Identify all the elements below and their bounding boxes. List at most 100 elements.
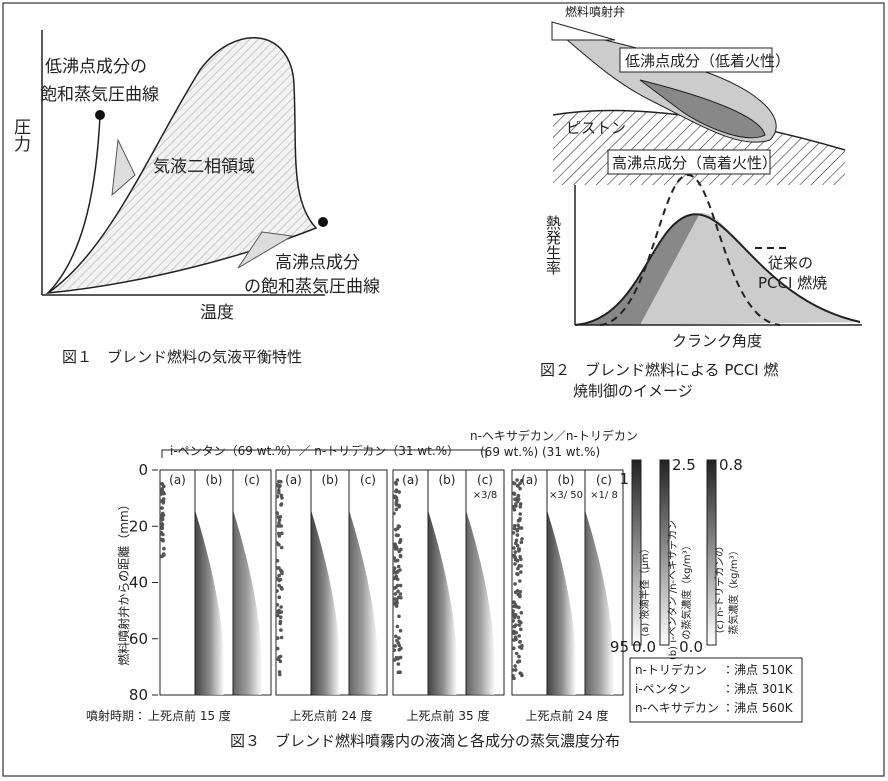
figure-sheet: 低沸点成分の 飽和蒸気圧曲線 圧力 気液二相領域 高沸点成分 の飽和蒸気圧曲線 …: [0, 0, 888, 781]
droplet: [162, 552, 166, 556]
droplet: [513, 498, 517, 502]
droplet: [520, 537, 524, 541]
droplet: [395, 508, 399, 512]
panel-label: (c): [596, 473, 612, 487]
droplet: [394, 592, 398, 596]
droplet: [516, 559, 520, 563]
colorbar-top: 1: [619, 470, 629, 488]
droplet: [392, 556, 396, 560]
panel-label: (b): [206, 473, 223, 487]
droplet: [275, 511, 279, 515]
droplet: [397, 615, 401, 619]
droplet: [513, 664, 517, 668]
scale-label: ×3/ 50: [549, 490, 583, 501]
panel: [160, 470, 195, 695]
droplet: [276, 636, 280, 640]
colorbar-bottom: 0.0: [632, 638, 656, 656]
droplet: [399, 629, 403, 633]
droplet: [276, 647, 280, 651]
droplet: [395, 604, 399, 608]
caption: 図２ ブレンド燃料による PCCI 燃: [540, 361, 779, 379]
droplet: [393, 644, 397, 648]
panel-label: (a): [169, 473, 186, 487]
droplet: [519, 505, 523, 509]
droplet: [278, 518, 282, 522]
timing-prefix: 噴射時期：: [86, 708, 146, 723]
component-name: n-ヘキサデカン: [635, 700, 719, 715]
arrow-shape: [112, 140, 135, 195]
timing-label: 上死点前 24 度: [290, 708, 373, 723]
droplet: [160, 482, 164, 486]
droplet: [278, 596, 282, 600]
droplet: [520, 646, 524, 650]
droplet: [513, 625, 517, 629]
label: の飽和蒸気圧曲線: [244, 276, 380, 297]
colorbar-label: (a) 液滴半径（μm）: [638, 543, 651, 636]
timing-label: 上死点前 24 度: [526, 708, 609, 723]
droplet: [160, 506, 164, 510]
component-name: i-ペンタン: [635, 682, 691, 696]
panel-label: (b): [558, 473, 575, 487]
droplet: [280, 636, 284, 640]
droplet: [277, 532, 281, 536]
droplet: [520, 611, 524, 615]
droplet: [399, 592, 403, 596]
droplet: [277, 579, 281, 583]
y-axis-label: 熱発生率: [544, 215, 562, 275]
droplet: [516, 589, 520, 593]
droplet: [276, 603, 280, 607]
label: n-ヘキサデカン／n-トリデカン: [470, 428, 638, 443]
droplet: [513, 582, 517, 586]
droplet: [278, 670, 282, 674]
label: 低沸点成分（低着火性）: [625, 52, 790, 70]
droplet: [280, 587, 284, 591]
droplet: [279, 515, 283, 519]
droplet: [399, 584, 403, 588]
droplet: [512, 492, 516, 496]
label: ピストン: [566, 119, 626, 137]
colorbar-label: の蒸気濃度（kg/m³）: [680, 540, 693, 639]
injector: [552, 22, 615, 40]
figure-3: i-ペンタン（69 wt.%）／ n-トリデカン（31 wt.%） n-ヘキサデ…: [86, 428, 802, 750]
droplet: [398, 541, 402, 545]
colorbar-label: (c) n-トリデカンの: [713, 547, 726, 633]
droplet: [160, 526, 164, 530]
boiling-point: ：沸点 510K: [722, 663, 794, 677]
droplet: [511, 481, 515, 485]
droplet: [162, 547, 166, 551]
droplet: [397, 656, 401, 660]
y-axis-label: 圧力: [10, 118, 31, 152]
colorbar-bottom: 95: [610, 638, 629, 656]
droplet: [394, 490, 398, 494]
droplet: [518, 640, 522, 644]
droplet: [399, 554, 403, 558]
panel-label: (c): [244, 473, 260, 487]
y-tick-label: 20: [129, 517, 148, 535]
droplet: [277, 584, 281, 588]
colorbar-label: (b) i-ペンタン /n-ヘキサデカン: [666, 520, 679, 660]
timing-label: 上死点前 15 度: [148, 708, 231, 723]
droplet: [517, 634, 521, 638]
droplet: [511, 668, 515, 672]
droplet: [516, 573, 520, 577]
y-tick-label: 80: [129, 686, 148, 704]
droplet: [396, 527, 400, 531]
droplet: [518, 487, 522, 491]
droplet: [513, 554, 517, 558]
droplet: [161, 538, 165, 542]
droplet: [275, 541, 279, 545]
label: 気液二相領域: [153, 157, 255, 177]
colorbar-bottom: 0.0: [679, 638, 703, 656]
legend-label: 従来の: [768, 254, 813, 272]
droplet: [518, 623, 522, 627]
droplet: [519, 628, 523, 632]
droplet: [519, 558, 523, 562]
droplet: [513, 562, 517, 566]
droplet: [160, 489, 164, 493]
droplet: [394, 481, 398, 485]
colorbar-label: 蒸気濃度（kg/m³）: [727, 545, 740, 634]
droplet: [398, 670, 402, 674]
droplet: [161, 514, 165, 518]
droplet: [277, 485, 281, 489]
droplet: [276, 559, 280, 563]
